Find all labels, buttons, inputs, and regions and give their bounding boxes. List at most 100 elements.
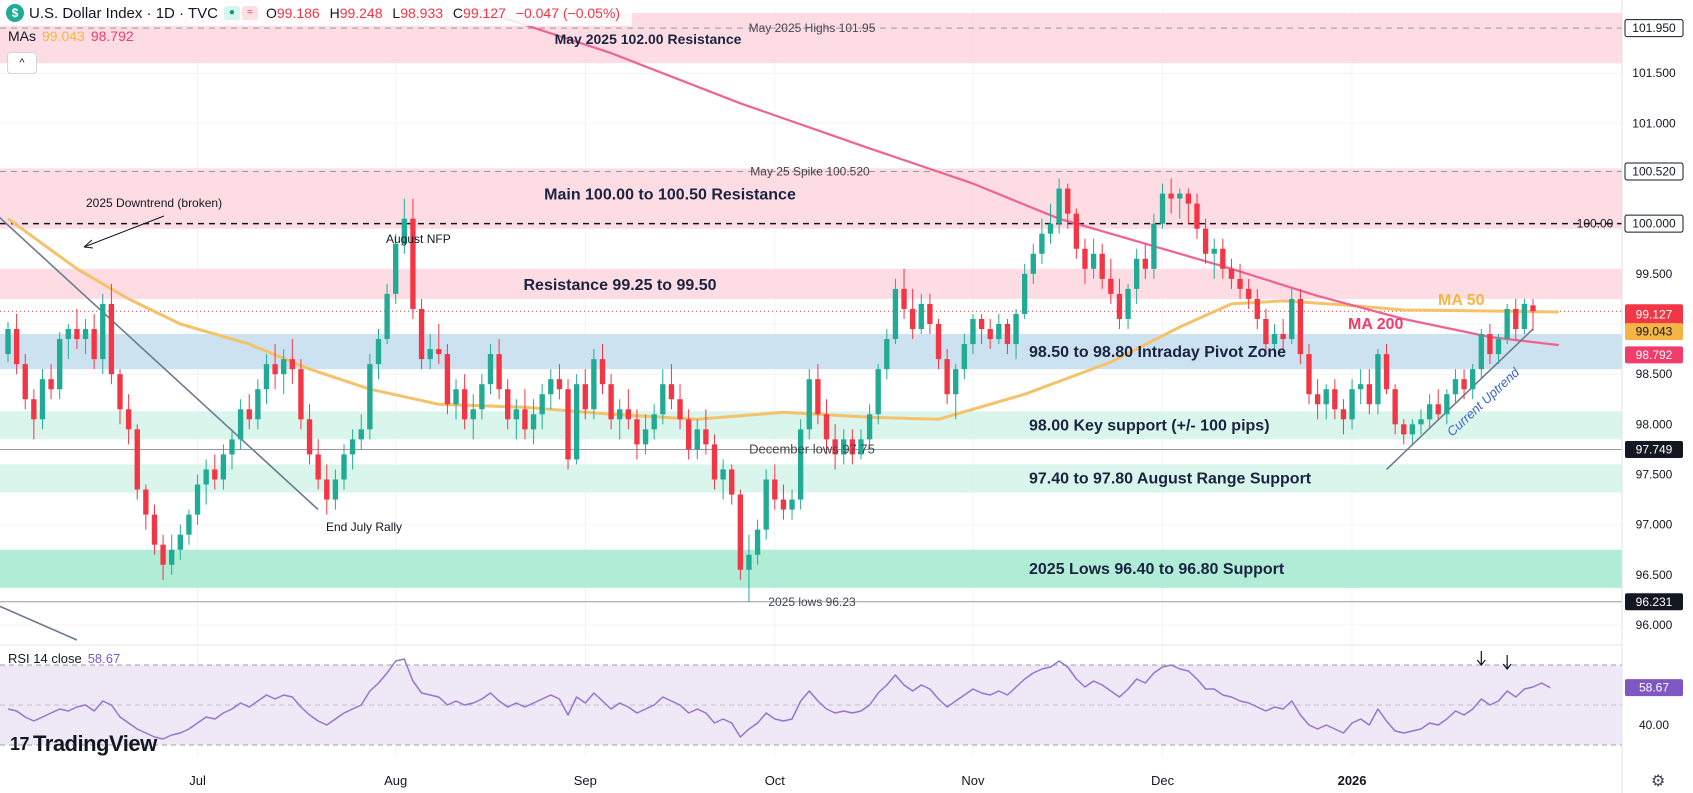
candle-body (160, 544, 166, 565)
candle-body (737, 494, 744, 570)
candle-body (74, 329, 80, 340)
price-tag: 100.520 (1624, 162, 1684, 181)
candle-body (1039, 233, 1045, 254)
collapse-legend-button[interactable]: ^ (7, 52, 37, 74)
candle-body (1168, 193, 1174, 199)
candle-body (832, 439, 838, 455)
candle-body (315, 454, 321, 480)
price-tag-box (1625, 323, 1683, 341)
candle-body (117, 374, 123, 410)
candle (1435, 389, 1441, 420)
candle-body (806, 379, 812, 430)
candle (625, 389, 632, 430)
candle-body (987, 329, 993, 340)
candle (1125, 283, 1131, 330)
trendline-lower-downtrend (0, 605, 78, 641)
candle-body (970, 318, 976, 345)
candle (212, 454, 218, 490)
tradingview-logo[interactable]: 17 TradingView (10, 731, 157, 757)
candle-body (31, 399, 37, 420)
candle-body (1314, 394, 1321, 405)
ma200-line (472, 6, 1559, 347)
annotation-ma50: MA 50 (1438, 292, 1485, 309)
candle-body (410, 218, 416, 309)
price-tick-label: 101.500 (1632, 66, 1676, 80)
candle (237, 399, 244, 450)
price-tick-label: 98.000 (1636, 417, 1673, 431)
gear-icon[interactable]: ⚙ (1651, 773, 1666, 790)
candle-body (660, 384, 666, 415)
candle-body (177, 534, 183, 550)
candle-body (229, 439, 235, 455)
candle-body (48, 379, 54, 390)
candle (737, 489, 744, 580)
candle-body (1194, 203, 1200, 229)
time-tick-label: Dec (1151, 773, 1175, 788)
candle (884, 329, 890, 380)
candle (797, 419, 804, 510)
candle-body (729, 469, 735, 495)
candle-body (1401, 424, 1407, 435)
candle (573, 374, 580, 465)
candle (479, 374, 485, 420)
candle-body (143, 489, 149, 515)
candle (1289, 288, 1295, 345)
candle (470, 394, 476, 440)
candle-body (548, 379, 554, 395)
candle (901, 268, 907, 319)
candle-body (1383, 354, 1390, 390)
candle-body (1306, 354, 1312, 395)
zone-label: 97.40 to 97.80 August Range Support (1029, 470, 1312, 487)
chart-header: $ U.S. Dollar Index · 1D · TVC ● ≈ O99.1… (0, 0, 633, 26)
zone-label: Main 100.00 to 100.50 Resistance (544, 187, 796, 204)
candle-body (125, 409, 132, 430)
candle-body (1495, 339, 1502, 355)
candle (22, 354, 28, 410)
candle (1452, 369, 1459, 405)
price-tick-label: 99.500 (1636, 267, 1673, 281)
candle (1478, 329, 1484, 380)
candle-body (332, 479, 339, 500)
candle (539, 384, 545, 430)
candle-body (901, 288, 907, 309)
candle (203, 459, 209, 505)
candle-body (212, 469, 218, 480)
market-status[interactable]: ● ≈ (223, 6, 258, 20)
candle (1194, 193, 1200, 239)
price-tag-value: 96.231 (1636, 595, 1673, 609)
candle (608, 374, 614, 430)
moving-averages-legend[interactable]: MAs 99.043 98.792 (8, 28, 134, 44)
candle (1392, 384, 1398, 435)
candle-body (1108, 278, 1114, 294)
candle-body (617, 409, 623, 420)
candle-body (1090, 253, 1097, 269)
candle (1082, 238, 1088, 284)
rsi-tick-label: 40.00 (1639, 718, 1669, 732)
trendline-uptrend (1385, 328, 1534, 471)
price-tag-value: 100.000 (1632, 217, 1676, 231)
candle-body (461, 389, 468, 420)
candle (194, 474, 201, 525)
candle (74, 308, 80, 350)
candle-body (324, 479, 330, 500)
candle (375, 329, 382, 380)
candle (505, 379, 511, 430)
candle (703, 409, 709, 455)
mas-label: MAs (8, 28, 36, 44)
candle (617, 399, 623, 440)
time-tick-label: Nov (961, 773, 985, 788)
candle (1306, 344, 1312, 405)
candle (1461, 369, 1467, 400)
candle (1159, 183, 1166, 229)
candle (1383, 344, 1390, 395)
candle-body (418, 308, 425, 360)
candle (1504, 303, 1510, 345)
candle (306, 404, 313, 465)
candle (668, 364, 675, 410)
candle (255, 379, 261, 430)
candle-body (892, 288, 899, 340)
rsi-legend[interactable]: RSI 14 close 58.67 (8, 651, 120, 666)
candle-body (263, 364, 270, 390)
symbol-title[interactable]: U.S. Dollar Index · 1D · TVC (29, 4, 218, 22)
time-tick-label: Sep (574, 773, 597, 788)
